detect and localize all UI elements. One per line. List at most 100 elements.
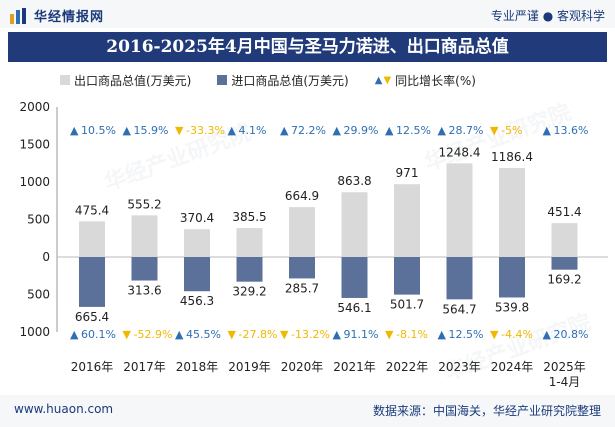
export-swatch [60,75,70,85]
y-tick-label: 500 [27,288,50,302]
legend-item-export: 出口商品总值(万美元) [60,72,191,89]
import-bar [499,257,525,298]
brand-name: 华经情报网 [34,10,105,25]
export-bar [79,221,105,257]
export-value-label: 370.4 [180,211,214,225]
slogan-text: 专业严谨 ● 客观科学 [490,9,605,23]
import-value-label: 329.2 [232,285,266,299]
import-growth-label: -27.8% [239,328,278,341]
export-value-label: 863.8 [337,174,371,188]
import-bar [236,257,263,282]
x-tick-label: 2018年 [176,360,219,374]
export-growth-arrow-icon: ▲ [333,124,342,137]
export-bar [184,229,210,257]
export-value-label: 971 [396,166,419,180]
import-growth-arrow-icon: ▼ [123,328,132,341]
x-tick-label: 1-4月 [549,375,581,389]
import-bar [341,257,368,298]
y-tick-label: 2000 [19,100,50,114]
export-growth-label: 13.6% [554,124,589,137]
export-growth-label: -5% [501,124,522,137]
export-growth-label: 28.7% [449,124,484,137]
source-url[interactable]: www.huaon.com [14,402,114,416]
triangle-up-icon: ▲ [374,74,383,86]
export-growth-label: 29.9% [344,124,379,137]
import-growth-arrow-icon: ▼ [280,328,289,341]
x-tick-label: 2017年 [123,360,166,374]
import-growth-label: -8.1% [396,328,428,341]
export-value-label: 555.2 [127,197,161,211]
import-growth-label: -4.4% [501,328,533,341]
import-bar [131,257,158,281]
x-tick-label: 2024年 [491,360,534,374]
export-value-label: 1186.4 [491,150,533,164]
import-growth-arrow-icon: ▲ [333,328,342,341]
brand-logo[interactable]: 华经情报网 [10,6,104,25]
triangle-down-icon: ▼ [383,74,392,86]
export-bar [341,192,368,257]
legend-export-label: 出口商品总值(万美元) [74,73,192,88]
export-growth-label: -33.3% [186,124,225,137]
x-tick-label: 2021年 [333,360,376,374]
export-growth-label: 12.5% [396,124,431,137]
top-bar: 华经情报网 专业严谨 ● 客观科学 [0,0,615,28]
import-growth-arrow-icon: ▲ [543,328,552,341]
export-bar [446,163,473,257]
x-tick-label: 2020年 [281,360,324,374]
y-tick-label: 1500 [19,138,50,152]
export-growth-arrow-icon: ▲ [385,124,394,137]
chart-legend: 出口商品总值(万美元) 进口商品总值(万美元) ▲ ▼ 同比增长率(%) [60,71,600,89]
import-value-label: 564.7 [442,302,476,316]
export-value-label: 1248.4 [439,145,481,159]
import-value-label: 456.3 [180,294,214,308]
export-growth-arrow-icon: ▲ [280,124,289,137]
import-value-label: 285.7 [285,281,319,295]
import-growth-label: 20.8% [554,328,589,341]
export-growth-label: 72.2% [291,124,326,137]
export-bar [551,223,578,257]
import-value-label: 665.4 [75,310,109,324]
import-growth-arrow-icon: ▼ [490,328,499,341]
export-growth-arrow-icon: ▲ [228,124,237,137]
footer-bar: www.huaon.com 数据来源：中国海关，华经产业研究院整理 [0,395,615,427]
import-value-label: 546.1 [337,301,371,315]
export-growth-arrow-icon: ▲ [543,124,552,137]
legend-item-growth: ▲ ▼ 同比增长率(%) [375,72,476,89]
legend-import-label: 进口商品总值(万美元) [231,73,349,88]
export-growth-arrow-icon: ▼ [490,124,499,137]
import-growth-arrow-icon: ▼ [385,328,394,341]
x-tick-label: 2016年 [71,360,114,374]
y-tick-label: 1000 [19,175,50,189]
import-growth-label: 45.5% [186,328,221,341]
y-tick-label: 0 [42,250,50,264]
import-growth-arrow-icon: ▼ [228,328,237,341]
export-value-label: 475.4 [75,203,109,217]
export-bar [394,184,420,257]
export-growth-label: 10.5% [81,124,116,137]
import-bar [551,257,578,270]
import-value-label: 313.6 [127,284,161,298]
import-swatch [217,75,228,85]
import-bar [184,257,210,292]
import-value-label: 539.8 [495,300,529,314]
x-tick-label: 2022年 [386,360,429,374]
import-growth-arrow-icon: ▲ [175,328,184,341]
y-tick-label: 1000 [19,325,50,339]
x-tick-label: 2023年 [438,360,481,374]
export-value-label: 451.4 [547,205,581,219]
y-tick-label: 500 [27,213,50,227]
import-growth-label: 12.5% [449,328,484,341]
x-tick-label: 2025年 [543,360,586,374]
import-growth-label: 91.1% [344,328,379,341]
export-growth-arrow-icon: ▲ [70,124,79,137]
import-growth-label: 60.1% [81,328,116,341]
export-growth-label: 15.9% [134,124,169,137]
export-bar [236,228,263,257]
import-growth-label: -13.2% [291,328,330,341]
huajing-logo-icon [10,7,26,24]
import-bar [289,257,315,279]
import-growth-label: -52.9% [134,328,173,341]
x-tick-label: 2019年 [228,360,271,374]
import-bar [79,257,105,307]
